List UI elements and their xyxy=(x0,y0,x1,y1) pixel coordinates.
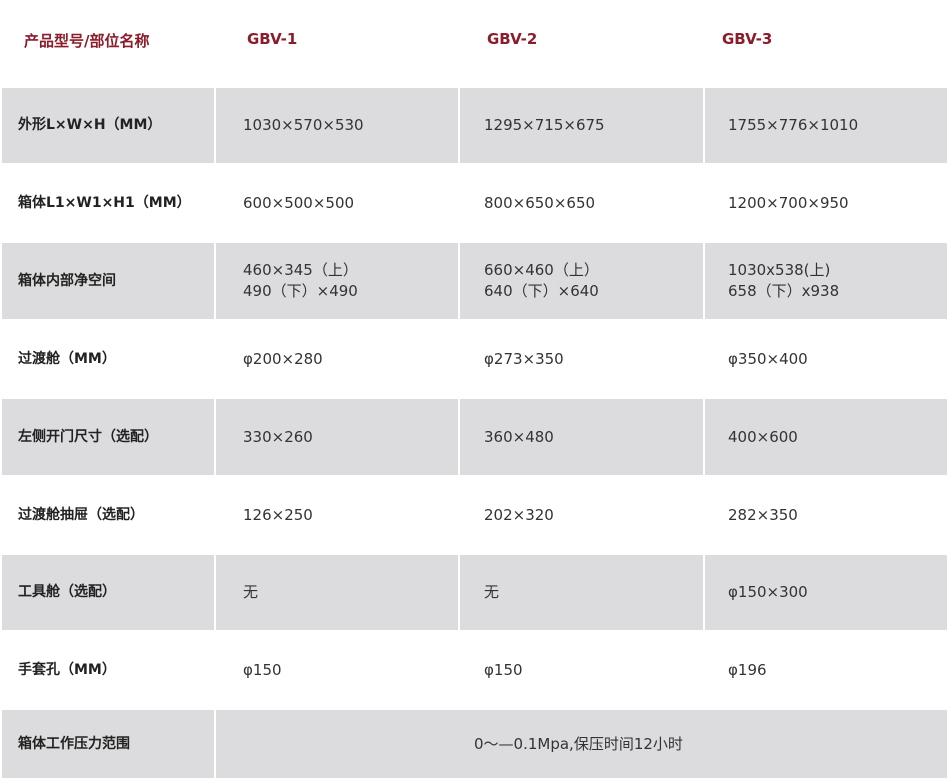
row-value-gbv-3: φ196 xyxy=(728,660,767,679)
header-model-gbv-3: GBV-3 xyxy=(722,30,773,48)
row-value-gbv-1: 无 xyxy=(216,555,458,630)
row-value-gbv-2: 660×460（上） 640（下）×640 xyxy=(460,243,703,319)
header-model-gbv-1: GBV-1 xyxy=(247,30,298,48)
row-value-gbv-2: φ273×350 xyxy=(484,349,564,368)
row-label: 手套孔（MM） xyxy=(18,661,116,678)
table-row: 左侧开门尺寸（选配） 330×260 360×480 400×600 xyxy=(0,399,950,475)
row-value-gbv-1: 330×260 xyxy=(216,399,458,475)
row-value-gbv-3: φ350×400 xyxy=(728,349,808,368)
header-label: 产品型号/部位名称 xyxy=(24,32,150,50)
table-row: 手套孔（MM） φ150 φ150 φ196 xyxy=(0,632,950,708)
table-row: 过渡舱抽屉（选配） 126×250 202×320 282×350 xyxy=(0,477,950,553)
row-value-gbv-3: 400×600 xyxy=(705,399,947,475)
row-label: 左侧开门尺寸（选配） xyxy=(2,399,214,475)
table-row-pressure: 箱体工作压力范围 0～—0.1Mpa,保压时间12小时 xyxy=(0,710,950,778)
row-value-gbv-3: φ150×300 xyxy=(705,555,947,630)
row-value-gbv-2: 360×480 xyxy=(460,399,703,475)
table-row: 外形L×W×H（MM） 1030×570×530 1295×715×675 1755×… xyxy=(0,88,950,163)
row-value-gbv-2: 202×320 xyxy=(484,505,554,524)
row-value-gbv-2: φ150 xyxy=(484,660,523,679)
row-label: 工具舱（选配） xyxy=(2,555,214,630)
row-value-gbv-1: 600×500×500 xyxy=(243,193,355,212)
row-label: 过渡舱（MM） xyxy=(18,350,116,367)
header-model-gbv-2: GBV-2 xyxy=(487,30,538,48)
row-value-gbv-3: 1200×700×950 xyxy=(728,193,849,212)
row-value-gbv-2: 800×650×650 xyxy=(484,193,596,212)
table-row: 工具舱（选配）无无 φ150×300 xyxy=(0,555,950,630)
row-value-gbv-1: 1030×570×530 xyxy=(216,88,458,163)
row-value-gbv-3: 282×350 xyxy=(728,505,798,524)
row-label: 外形L×W×H（MM） xyxy=(2,88,214,163)
table-row: 箱体内部净空间 460×345（上） 490（下）×490 660×460（上） 6… xyxy=(0,243,950,319)
row-value-gbv-1: φ150 xyxy=(243,660,282,679)
row-label: 箱体内部净空间 xyxy=(2,243,214,319)
row-value-gbv-2: 1295×715×675 xyxy=(460,88,703,163)
row-value-gbv-3: 1755×776×1010 xyxy=(705,88,947,163)
row-label: 过渡舱抽屉（选配） xyxy=(18,506,144,523)
table-row: 过渡舱（MM） φ200×280 φ273×350 φ350×400 xyxy=(0,321,950,397)
row-value-gbv-1: 126×250 xyxy=(243,505,313,524)
row-value: 0～—0.1Mpa,保压时间12小时 xyxy=(216,710,947,778)
table-header: 产品型号/部位名称 GBV-1 GBV-2 GBV-3 xyxy=(0,0,950,88)
row-value-gbv-1: φ200×280 xyxy=(243,349,323,368)
row-label: 箱体L1×W1×H1（MM） xyxy=(18,194,191,211)
table-row: 箱体L1×W1×H1（MM） 600×500×500 800×650×650 1200… xyxy=(0,165,950,241)
row-value-gbv-2: 无 xyxy=(460,555,703,630)
row-value-gbv-3: 1030x538(上) 658（下）x938 xyxy=(705,243,947,319)
row-label: 箱体工作压力范围 xyxy=(2,710,214,778)
row-value-gbv-1: 460×345（上） 490（下）×490 xyxy=(216,243,458,319)
